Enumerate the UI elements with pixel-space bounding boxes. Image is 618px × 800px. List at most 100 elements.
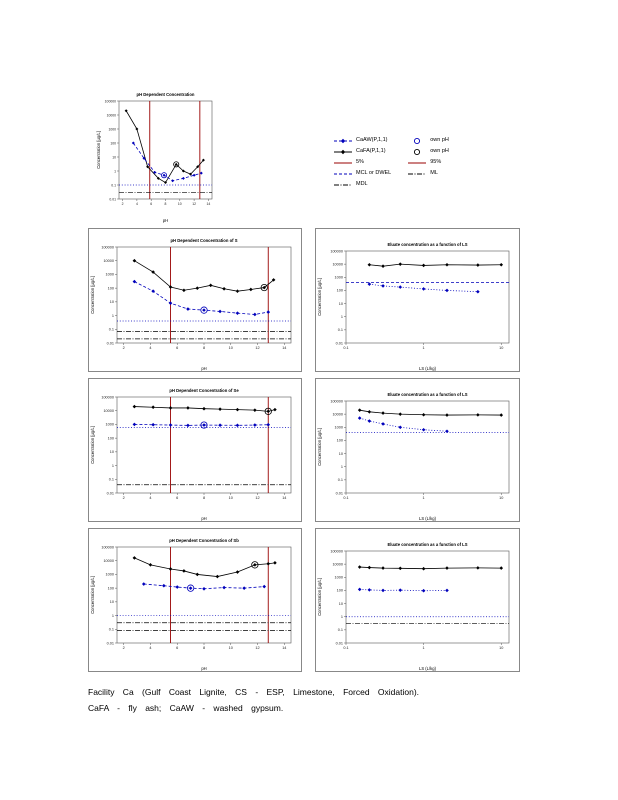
x-tick-label: 10 (499, 346, 503, 350)
data-point (445, 288, 449, 293)
caption-line-1: Facility Ca (Gulf Coast Lignite, CS - ES… (88, 687, 420, 697)
data-point (132, 279, 137, 284)
series-line (134, 406, 276, 412)
data-point (398, 425, 403, 430)
legend-label: 95% (430, 159, 442, 166)
y-tick-label: 10 (110, 450, 114, 454)
y-tick-label: 10000 (107, 113, 117, 117)
chart-title: Eluate concentration as a function of LS (387, 542, 467, 547)
data-point (499, 262, 504, 267)
legend-label: MDL (356, 181, 368, 188)
x-axis-label: LS (L/kg) (419, 666, 437, 671)
data-point (381, 422, 385, 426)
data-point (182, 569, 186, 573)
x-tick-label: 14 (282, 646, 286, 650)
figure-legend: CaAW(P,1,1) CaFA(P,1,1) 5% MCL or DWEL MDL ow… (333, 137, 449, 189)
data-point (262, 584, 267, 589)
data-point (186, 307, 190, 311)
series-line (132, 142, 202, 182)
series-line (359, 409, 502, 416)
data-point (186, 406, 190, 410)
own-ph-circle (187, 584, 195, 592)
x-tick-label: 8 (203, 346, 205, 350)
x-tick-label: 6 (176, 496, 178, 500)
series-line (125, 110, 204, 184)
data-point (357, 565, 362, 569)
x-tick-label: 8 (203, 646, 205, 650)
legend-item: 95% (407, 159, 449, 167)
x-tick-label: 10 (499, 646, 503, 650)
own-ph-circle (264, 407, 272, 415)
data-point (235, 311, 240, 315)
y-tick-label: 100000 (101, 545, 114, 549)
y-axis-label: Concentration [µg/L] (317, 278, 322, 316)
y-tick-label: 0.01 (107, 641, 114, 645)
plot-border (116, 246, 292, 344)
y-tick-label: 1 (341, 465, 343, 469)
x-tick-label: 4 (149, 496, 151, 500)
y-axis-label: Concentration [µg/L] (90, 576, 95, 614)
series-line (369, 283, 478, 293)
series-line (359, 566, 502, 570)
legend-column: CaAW(P,1,1) CaFA(P,1,1) 5% MCL or DWEL MDL (333, 137, 391, 189)
y-tick-label: 100 (337, 439, 343, 443)
data-point (445, 566, 449, 570)
y-tick-label: 100000 (330, 249, 343, 253)
series-line (359, 588, 447, 592)
data-point (398, 588, 403, 592)
y-tick-label: 10000 (103, 409, 114, 413)
data-point (421, 263, 426, 268)
data-point (196, 165, 200, 169)
data-point (242, 586, 246, 590)
x-tick-label: 4 (149, 346, 151, 350)
data-point (266, 561, 271, 566)
chart-panel-ph-sb: 100000 10000 1000 100 10 1 0.1 0.01 2 4 6 8 10 12 14 pH… (88, 528, 302, 672)
data-point (357, 587, 362, 592)
data-point (421, 588, 426, 593)
chart-title: pH Dependent Concentration of Se (169, 388, 239, 393)
chart-svg: 100000 10000 1000 100 10 1 0.1 0.01 2 4 6 8 10 12 14 pH… (90, 388, 292, 521)
x-tick-label: 12 (192, 202, 196, 206)
plot-border (345, 550, 510, 644)
y-tick-label: 100 (108, 436, 114, 440)
data-point (186, 423, 190, 428)
chart-panel-ls-sb: 100000 10000 1000 100 10 1 0.1 0.01 0.1 1 10 Eluate… (315, 528, 520, 672)
y-tick-label: 10000 (332, 262, 343, 266)
y-tick-label: 1 (112, 464, 114, 468)
x-tick-label: 14 (282, 346, 286, 350)
series-line (134, 281, 269, 315)
chart-panel-ls-s: 100000 10000 1000 100 10 1 0.1 0.01 0.1 1 10 Eluate… (315, 228, 520, 372)
data-point (499, 566, 504, 570)
data-point (132, 556, 137, 560)
chart-svg: 100000 10000 1000 100 10 1 0.1 0.01 2 4 6 8 10 12 14 pH… (90, 538, 292, 671)
legend-item: MDL (333, 181, 391, 189)
y-tick-label: 0.01 (107, 491, 114, 495)
x-tick-label: 10 (229, 496, 233, 500)
x-tick-label: 10 (178, 202, 182, 206)
x-tick-label: 8 (203, 496, 205, 500)
chart-panel-ph-se: 100000 10000 1000 100 10 1 0.1 0.01 2 4 6 8 10 12 14 pH… (88, 378, 302, 522)
data-point (499, 413, 504, 417)
data-point (235, 289, 240, 293)
y-tick-label: 10 (339, 602, 343, 606)
x-tick-label: 2 (123, 496, 125, 500)
legend-sample-diamond-icon (334, 138, 352, 144)
legend-label: MCL or DWEL (356, 170, 392, 177)
y-tick-label: 1000 (335, 576, 343, 580)
legend-item: own pH (407, 137, 449, 145)
y-axis-label: Concentration [µg/L] (90, 426, 95, 464)
x-axis-label: pH (163, 218, 168, 223)
x-tick-label: 10 (499, 496, 503, 500)
data-point (181, 169, 185, 173)
y-tick-label: 10 (110, 300, 114, 304)
data-point (168, 423, 173, 427)
data-point (141, 582, 146, 586)
y-tick-label: 1000 (106, 273, 114, 277)
data-point (253, 408, 257, 412)
y-tick-label: 0.01 (336, 641, 343, 645)
data-point (188, 586, 193, 590)
y-tick-label: 0.1 (109, 478, 114, 482)
x-tick-label: 10 (229, 646, 233, 650)
y-tick-label: 0.1 (338, 628, 343, 632)
